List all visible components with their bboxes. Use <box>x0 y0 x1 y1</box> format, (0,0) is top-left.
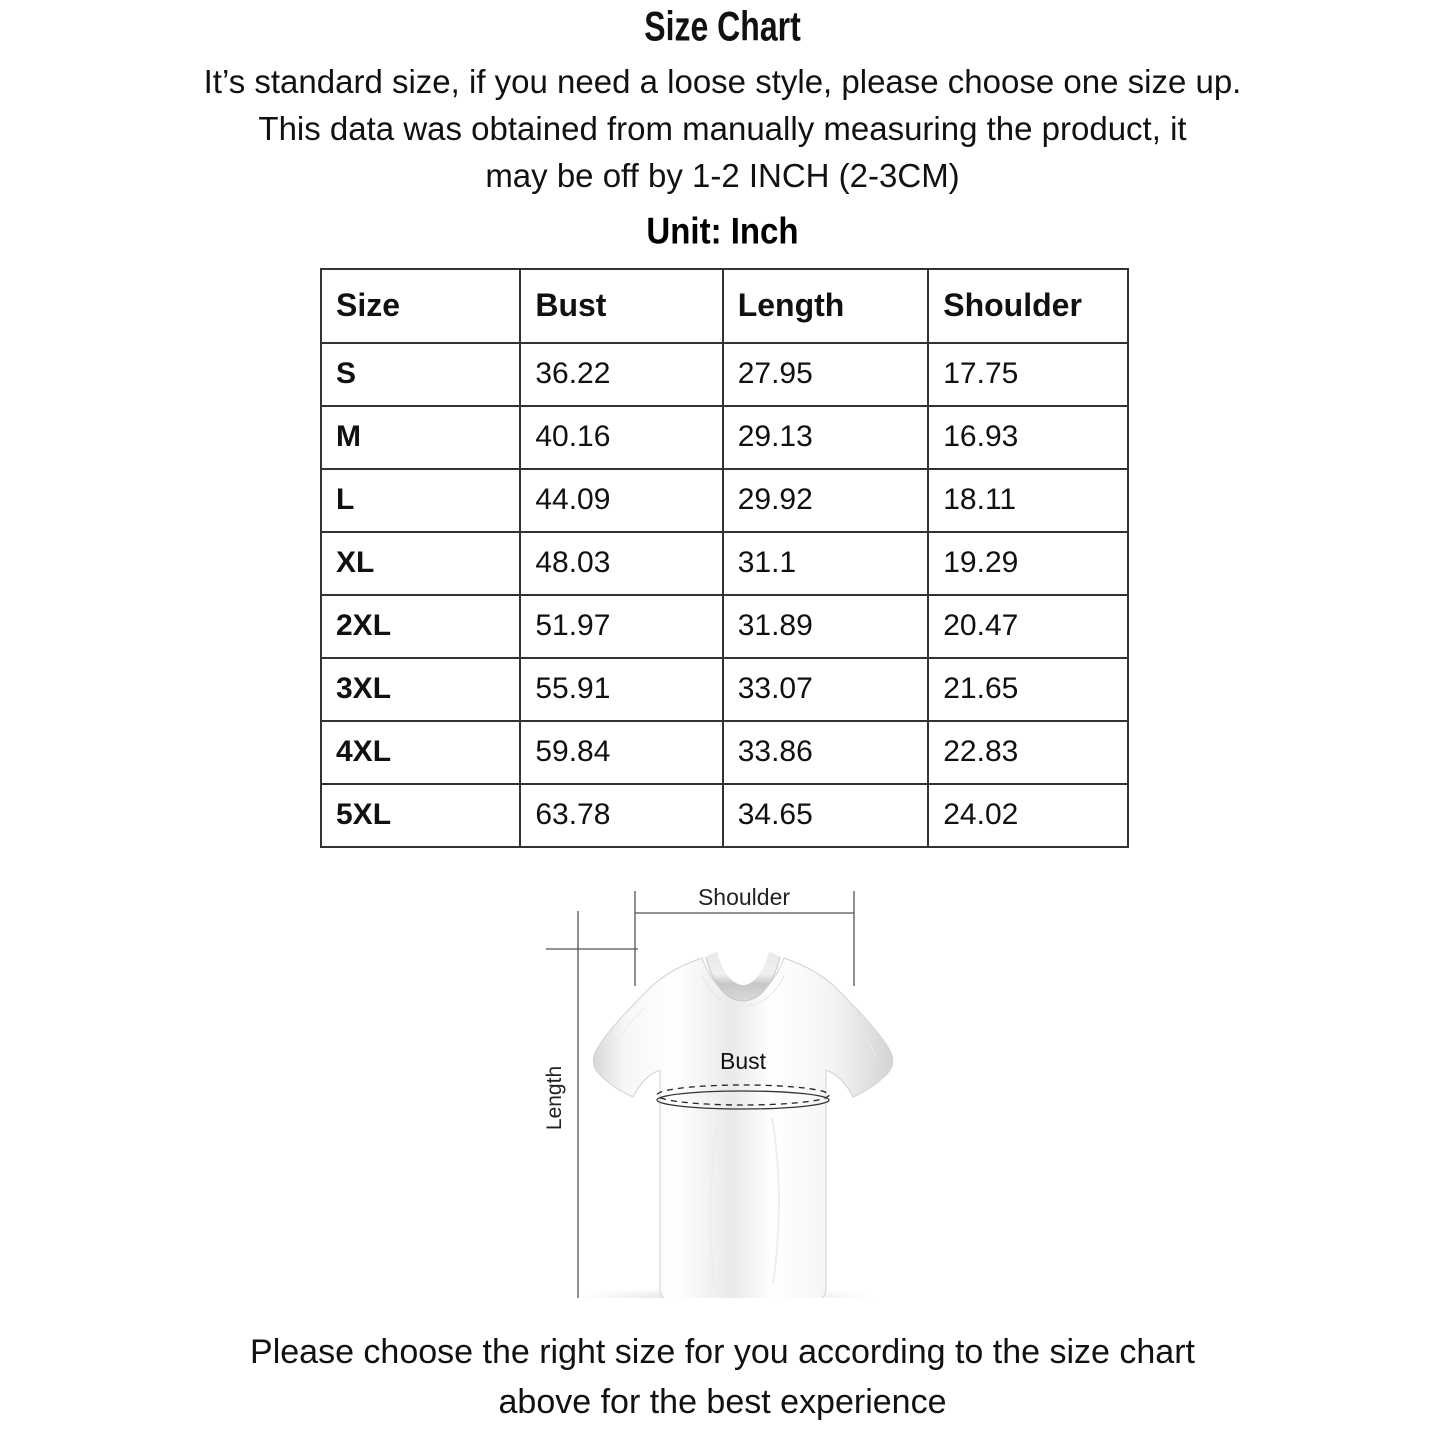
svg-text:Shoulder: Shoulder <box>698 884 790 910</box>
svg-text:Bust: Bust <box>720 1048 767 1074</box>
svg-text:Length: Length <box>543 1065 566 1129</box>
